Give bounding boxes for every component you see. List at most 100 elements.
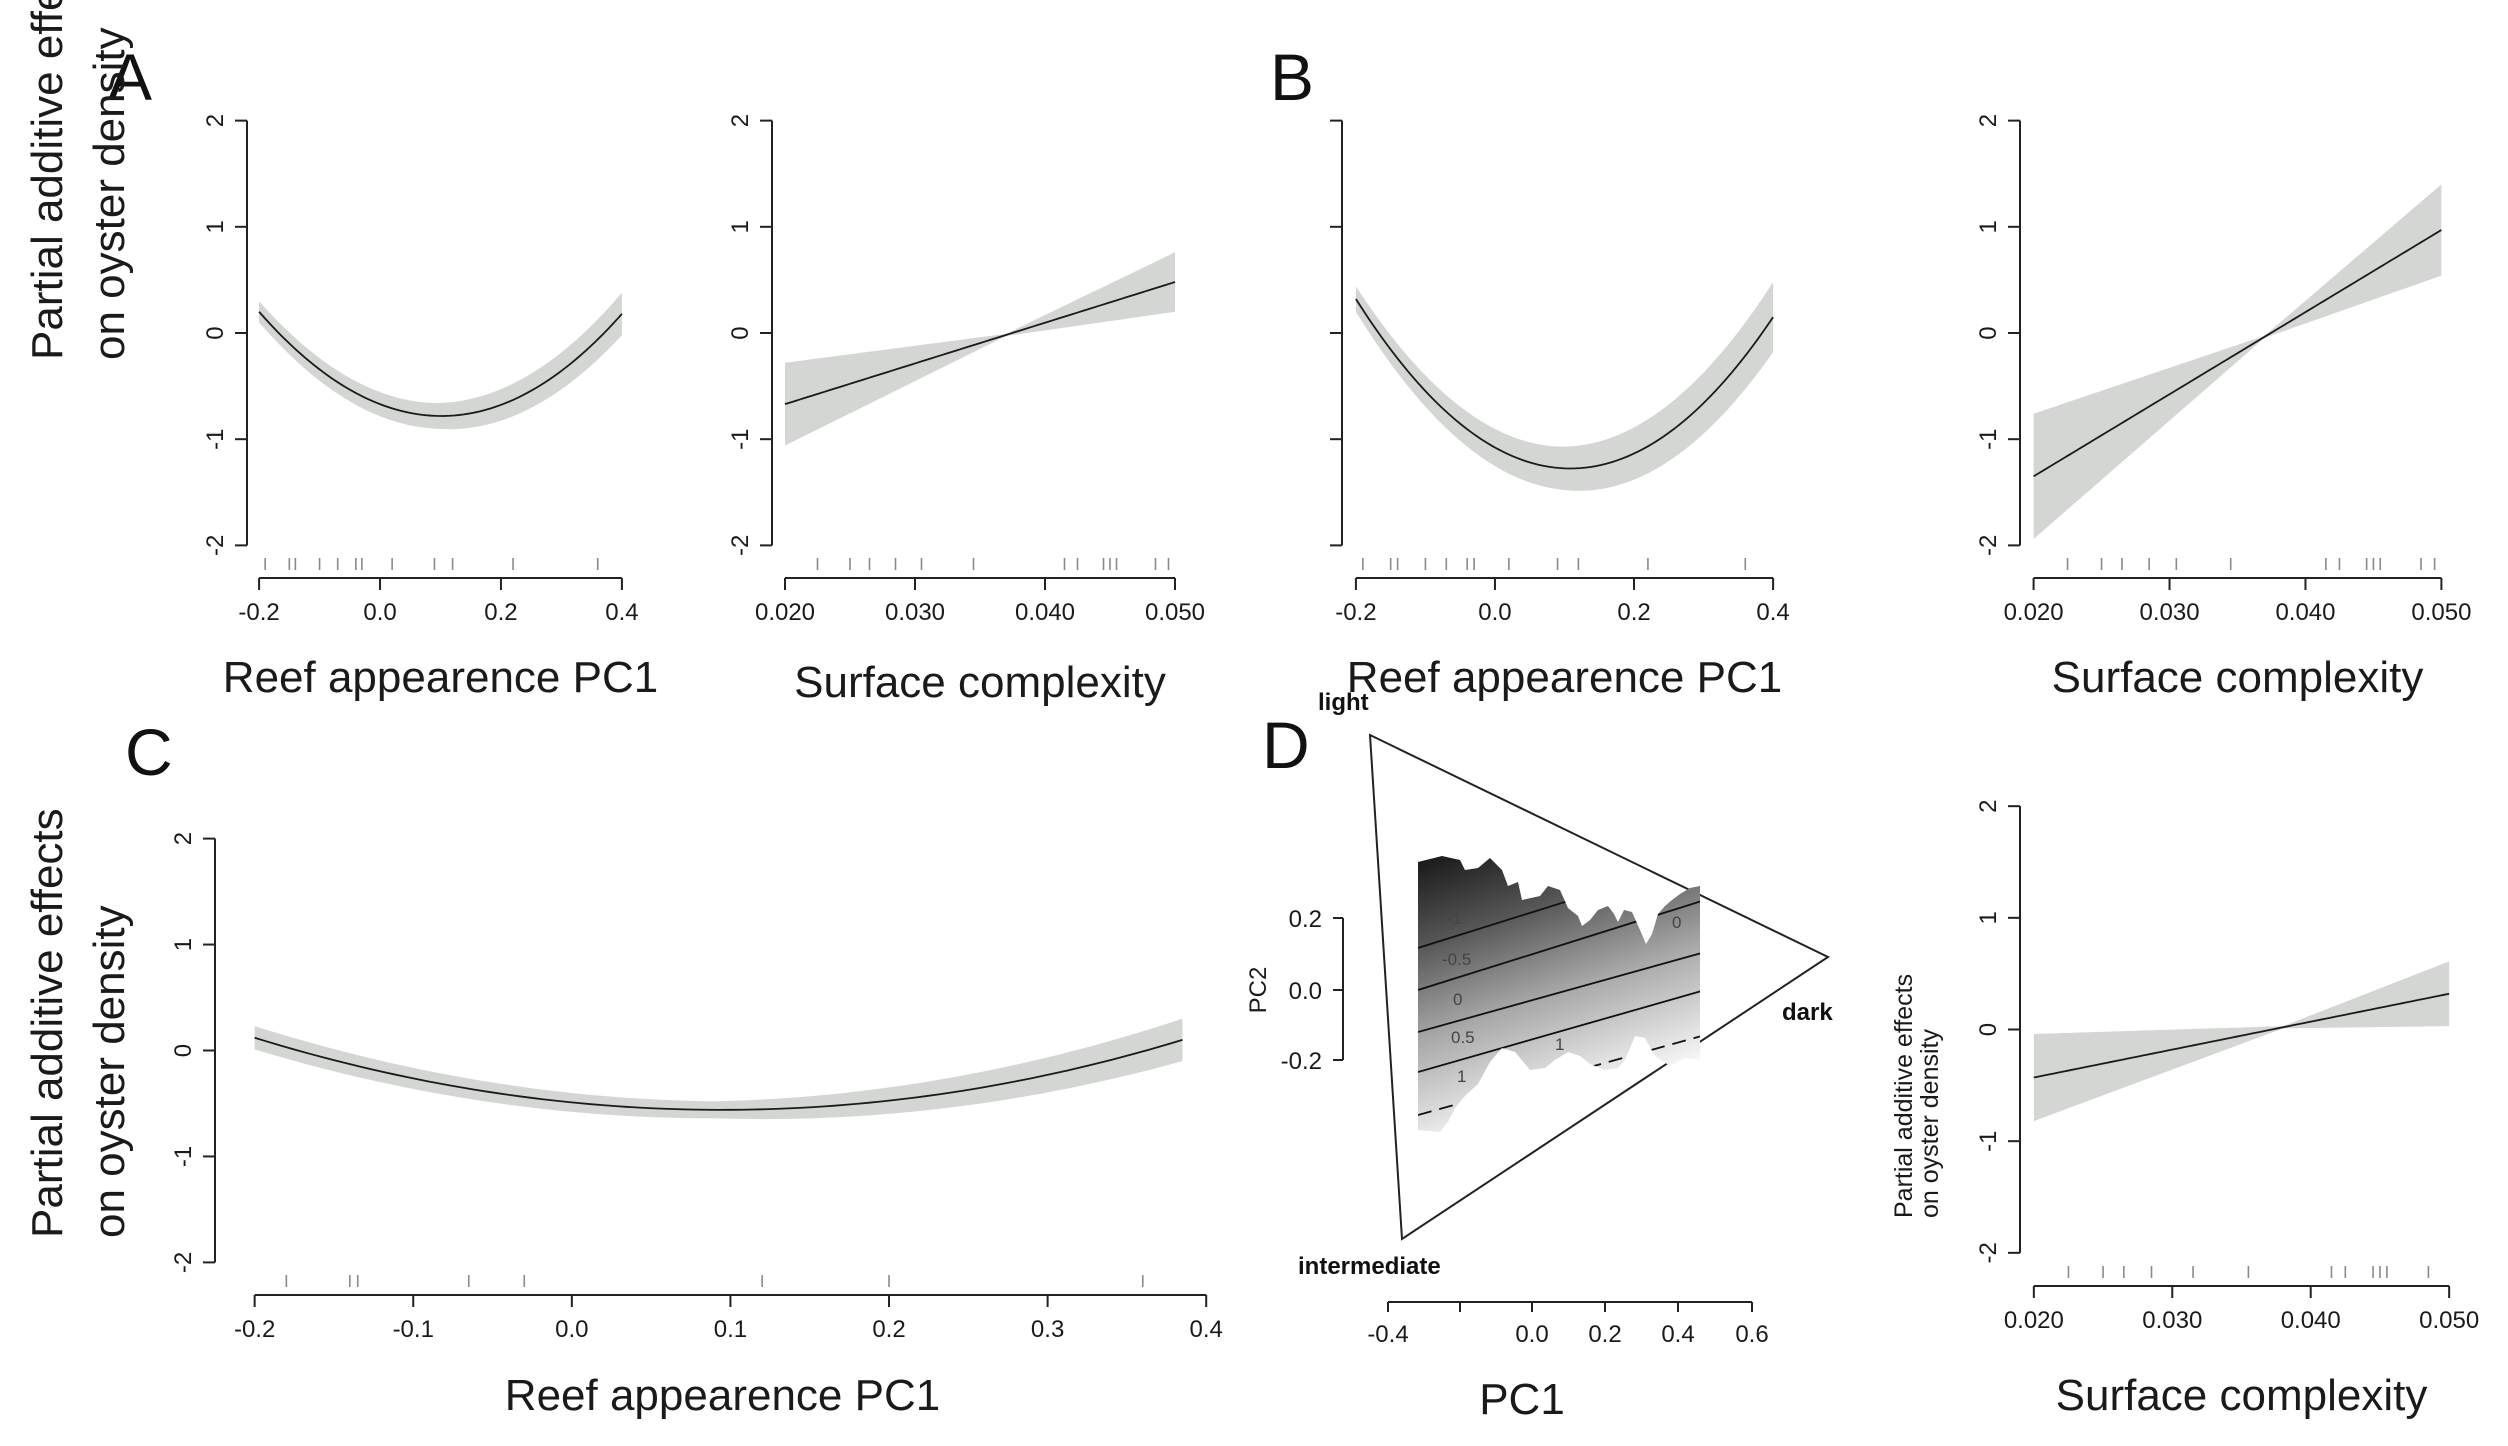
- a2-x-tick-label: 0.020: [755, 599, 815, 626]
- b2-y-tick-label: -1: [1975, 429, 2002, 450]
- contour-label-6: 0: [1672, 913, 1681, 932]
- d2-x-tick-label: 0.050: [2419, 1307, 2479, 1334]
- a2-x-axis-label: Surface complexity: [794, 658, 1166, 707]
- chart-b-surface-complexity: -2 -1 0 1 2 0.020 0.030 0.040 0.050 Surface compl…: [1975, 114, 2471, 702]
- d2-y-tick-label: 0: [1975, 1023, 2002, 1036]
- pc2-tick-label-3: -0.2: [1281, 1048, 1322, 1075]
- y-axis-title-bottom: Partial additive effects on oyster densi…: [23, 808, 134, 1238]
- panel-label-c: C: [125, 715, 173, 789]
- y-axis-title-top: Partial additive effects on oyster densi…: [23, 0, 134, 360]
- b1-x-tick-label: -0.2: [1335, 599, 1376, 626]
- chart-c-reef-pc1: -2 -1 0 1 2 -0.2 -0.1 0.0 0.1 0.2 0.3 0.4 Reef appea…: [170, 832, 1223, 1420]
- b2-x-tick-label: 0.050: [2411, 599, 2471, 626]
- b1-x-tick-label: 0.2: [1617, 599, 1650, 626]
- b1-confidence-band: [1355, 282, 1774, 491]
- d2-confidence-band: [2033, 961, 2450, 1122]
- c1-x-tick-label: 0.4: [1190, 1316, 1223, 1343]
- b2-x-tick-label: 0.040: [2275, 599, 2335, 626]
- c1-y-tick-label: 0: [170, 1044, 197, 1057]
- pc1-tick-label-1: -0.4: [1367, 1321, 1408, 1348]
- y-axis-title-top-line2: on oyster density: [85, 27, 134, 360]
- a1-y-tick-label: -2: [202, 535, 229, 556]
- b2-x-tick-label: 0.020: [2004, 599, 2064, 626]
- y-axis-title-d-line2: on oyster density: [1916, 1029, 1944, 1218]
- pc1-tick-label-2: 0.0: [1515, 1321, 1548, 1348]
- d2-y-tick-label: 1: [1975, 911, 2002, 924]
- y-axis-title-d-line1: Partial additive effects: [1890, 974, 1918, 1218]
- c1-y-tick-label: 2: [170, 832, 197, 845]
- panel-label-a: A: [108, 40, 152, 114]
- a2-y-tick-label: -2: [727, 535, 754, 556]
- contour-label-7: 1: [1555, 1035, 1564, 1054]
- b2-y-tick-label: 1: [1975, 220, 2002, 233]
- chart-a-surface-complexity: -2 -1 0 1 2 0.020 0.030 0.040 0.050 Surface compl…: [727, 114, 1205, 707]
- c1-y-tick-label: 1: [170, 938, 197, 951]
- d2-x-tick-label: 0.040: [2281, 1307, 2341, 1334]
- d2-y-tick-label: -1: [1975, 1130, 2002, 1151]
- a1-x-tick-label: 0.0: [363, 599, 396, 626]
- pc1-tick-label-3: 0.2: [1588, 1321, 1621, 1348]
- a1-y-tick-label: 1: [202, 220, 229, 233]
- a1-confidence-band: [259, 292, 622, 430]
- a2-y-tick-label: 2: [727, 114, 754, 127]
- vertex-light: light: [1318, 689, 1369, 716]
- c1-x-axis-label: Reef appearence PC1: [505, 1371, 940, 1420]
- a1-x-tick-label: -0.2: [238, 599, 279, 626]
- contour-label-3: 0: [1453, 990, 1462, 1009]
- a2-x-tick-label: 0.050: [1145, 599, 1205, 626]
- a1-x-tick-label: 0.2: [484, 599, 517, 626]
- pc1-tick-label-5: 0.6: [1735, 1321, 1768, 1348]
- a2-confidence-band: [785, 252, 1175, 446]
- vertex-dark: dark: [1782, 999, 1833, 1026]
- b1-x-axis-label: Reef appearence PC1: [1347, 653, 1782, 702]
- c1-x-tick-label: 0.0: [555, 1316, 588, 1343]
- d2-y-tick-label: -2: [1975, 1242, 2002, 1263]
- b2-x-axis-label: Surface complexity: [2052, 653, 2424, 702]
- a2-x-tick-label: 0.030: [885, 599, 945, 626]
- a2-y-tick-label: 1: [727, 220, 754, 233]
- c1-x-tick-label: -0.2: [234, 1316, 275, 1343]
- b1-fit-line: [1355, 298, 1774, 470]
- c1-x-tick-label: -0.1: [393, 1316, 434, 1343]
- y-axis-title-d: Partial additive effects on oyster densi…: [1890, 974, 1944, 1218]
- c1-x-tick-label: 0.2: [872, 1316, 905, 1343]
- pc1-tick-label-4: 0.4: [1661, 1321, 1694, 1348]
- c1-x-tick-label: 0.1: [714, 1316, 747, 1343]
- a1-y-tick-label: 0: [202, 326, 229, 339]
- pc2-tick-label-1: 0.2: [1289, 906, 1322, 933]
- b2-y-tick-label: -2: [1975, 535, 2002, 556]
- vertex-intermediate: intermediate: [1298, 1253, 1441, 1280]
- b2-y-tick-label: 0: [1975, 326, 2002, 339]
- b1-x-tick-label: 0.4: [1756, 599, 1789, 626]
- c1-fit-line: [254, 1036, 1183, 1111]
- c1-y-tick-label: -2: [170, 1252, 197, 1273]
- a2-fit-line: [784, 281, 1176, 406]
- contour-label-1: -1: [1447, 909, 1462, 928]
- a1-y-tick-label: 2: [202, 114, 229, 127]
- a2-y-tick-label: 0: [727, 326, 754, 339]
- chart-b-reef-pc1: -0.2 0.0 0.2 0.4 Reef appearence PC1: [1330, 119, 1790, 702]
- b1-x-tick-label: 0.0: [1478, 599, 1511, 626]
- panel-label-d: D: [1262, 708, 1310, 782]
- c1-y-tick-label: -1: [170, 1146, 197, 1167]
- a2-x-tick-label: 0.040: [1015, 599, 1075, 626]
- d2-x-axis-label: Surface complexity: [2056, 1371, 2428, 1420]
- c1-confidence-band: [254, 1018, 1183, 1120]
- a1-x-axis-label: Reef appearence PC1: [223, 653, 658, 702]
- chart-a-reef-pc1: -2 -1 0 1 2 -0.2 0.0 0.2 0.4 Reef appearence PC1: [202, 114, 658, 702]
- pc1-axis-label: PC1: [1479, 1375, 1565, 1424]
- a1-x-tick-label: 0.4: [605, 599, 638, 626]
- b2-confidence-band: [2033, 184, 2442, 540]
- contour-label-2: -0.5: [1442, 950, 1471, 969]
- panel-label-b: B: [1270, 40, 1314, 114]
- y-axis-title-bottom-line1: Partial additive effects: [23, 808, 72, 1238]
- ternary-triangle: [1368, 733, 1831, 1241]
- y-axis-title-top-line1: Partial additive effects: [23, 0, 72, 360]
- a1-y-tick-label: -1: [202, 429, 229, 450]
- chart-d-surface-complexity: -2 -1 0 1 2 0.020 0.030 0.040 0.050 Surface compl…: [1975, 799, 2479, 1420]
- a1-fit-line: [258, 311, 623, 417]
- contour-label-5: 1: [1457, 1067, 1466, 1086]
- b2-x-tick-label: 0.030: [2140, 599, 2200, 626]
- contour-label-4: 0.5: [1451, 1028, 1475, 1047]
